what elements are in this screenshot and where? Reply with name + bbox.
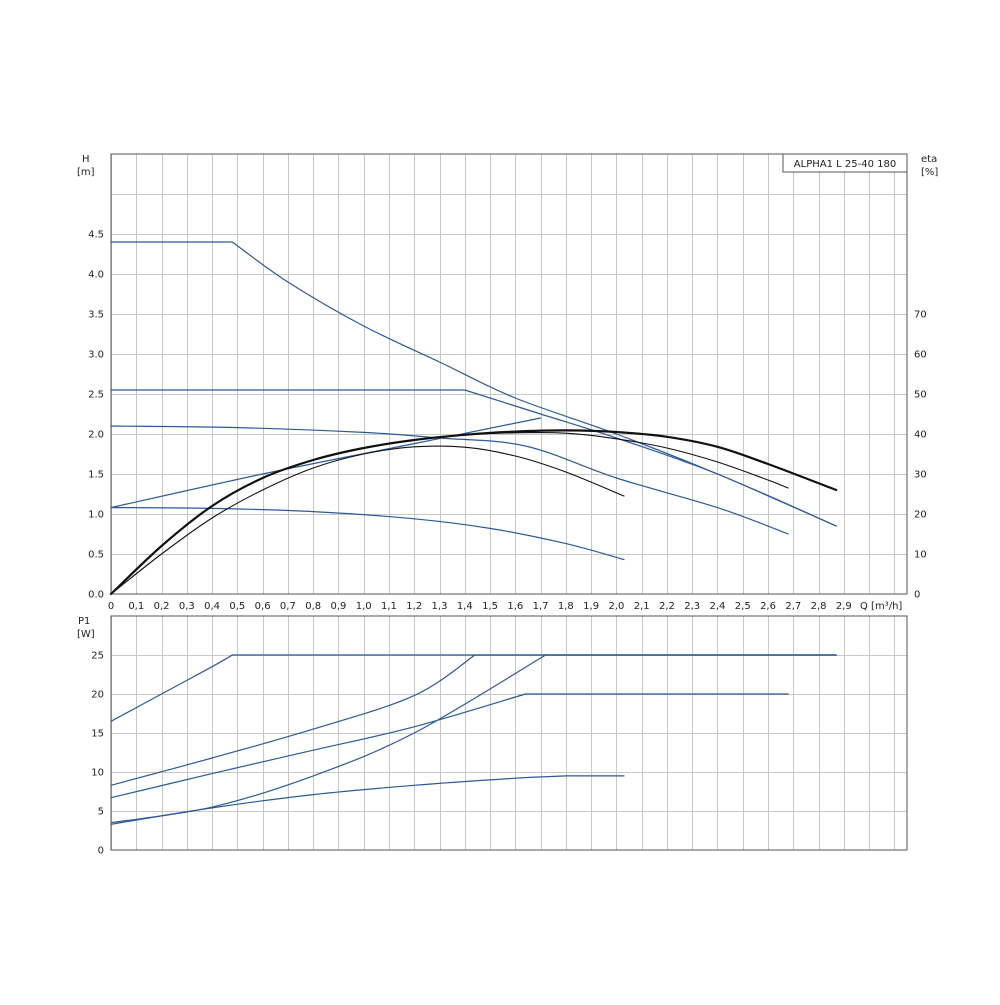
x-tick-label: 1,0 <box>356 601 372 612</box>
efficiency-curve <box>110 431 789 595</box>
x-tick-label: 2,8 <box>811 601 827 612</box>
power-curve <box>110 693 789 799</box>
x-tick-label: 2,0 <box>608 601 624 612</box>
power-curve <box>110 654 837 824</box>
head-curve <box>110 417 542 509</box>
x-tick-label: 2,3 <box>684 601 700 612</box>
x-tick-label: 1,9 <box>583 601 599 612</box>
y-tick-label: 1.5 <box>88 470 104 481</box>
top-y2-tick-labels: 0 10 20 30 40 50 60 70 <box>914 310 927 601</box>
x-tick-label: 2,7 <box>785 601 801 612</box>
y2-tick-label: 10 <box>914 550 927 561</box>
y2-tick-label: 60 <box>914 350 927 361</box>
x-tick-label: 1,1 <box>381 601 397 612</box>
x-tick-label: 0,1 <box>128 601 144 612</box>
y-tick-label: 3.5 <box>88 310 104 321</box>
efficiency-curve <box>109 429 838 596</box>
p1-tick-label: 20 <box>91 690 104 701</box>
x-tick-label: 0,2 <box>154 601 170 612</box>
p1-tick-label: 5 <box>98 807 104 818</box>
y-tick-label: 0.5 <box>88 550 104 561</box>
p1-tick-label: 0 <box>98 846 104 857</box>
top-y-tick-labels: 0.0 0.5 1.0 1.5 2.0 2.5 3.0 3.5 4.0 4.5 <box>88 230 104 601</box>
power-curve <box>110 654 837 786</box>
x-tick-label: 0,5 <box>229 601 245 612</box>
p1-tick-label: 10 <box>91 768 104 779</box>
y2-tick-label: 40 <box>914 430 927 441</box>
y-tick-label: 4.0 <box>88 270 104 281</box>
y2-tick-label: 50 <box>914 390 927 401</box>
bottom-y-tick-labels: 0 5 10 15 20 25 <box>91 651 104 857</box>
p1-tick-label: 25 <box>91 651 104 662</box>
x-tick-label: 0,8 <box>305 601 321 612</box>
head-curve <box>110 389 837 527</box>
x-tick-label: 1,7 <box>533 601 549 612</box>
x-tick-label: 0 <box>108 601 114 612</box>
y-axis-label-p1: P1 <box>78 616 90 627</box>
x-tick-label: 1,8 <box>558 601 574 612</box>
x-tick-label: 1,4 <box>457 601 473 612</box>
y2-tick-label: 30 <box>914 470 927 481</box>
y-tick-label: 1.0 <box>88 510 104 521</box>
y-tick-label: 2.0 <box>88 430 104 441</box>
bottom-plot-grid <box>111 616 907 850</box>
model-label-box <box>782 153 908 173</box>
model-label: ALPHA1 L 25-40 180 <box>794 159 896 170</box>
y-axis-unit-h: [m] <box>77 167 95 178</box>
y-tick-label: 3.0 <box>88 350 104 361</box>
x-tick-label: 1,5 <box>482 601 498 612</box>
y-tick-label: 2.5 <box>88 390 104 401</box>
top-plot-series <box>109 241 838 596</box>
y2-axis-label-eta: eta <box>921 154 937 165</box>
x-tick-label: 0,7 <box>280 601 296 612</box>
y2-axis-unit-eta: [%] <box>921 167 938 178</box>
x-tick-label: 2,2 <box>659 601 675 612</box>
efficiency-curve <box>110 445 625 595</box>
x-tick-label: 2,4 <box>710 601 726 612</box>
y2-tick-label: 0 <box>914 590 920 601</box>
y-axis-label-h: H <box>82 154 90 165</box>
x-tick-label: 0,3 <box>179 601 195 612</box>
head-curve <box>110 425 789 535</box>
y2-tick-label: 20 <box>914 510 927 521</box>
x-axis-label-q: Q [m³/h] <box>860 601 902 612</box>
y-axis-unit-p1: [W] <box>77 629 95 640</box>
y-tick-label: 0.0 <box>88 590 104 601</box>
x-tick-label: 1,6 <box>507 601 523 612</box>
x-tick-label: 0,6 <box>255 601 271 612</box>
x-tick-label: 2,6 <box>760 601 776 612</box>
x-tick-label: 0,9 <box>330 601 346 612</box>
bottom-plot-frame <box>110 615 908 851</box>
x-tick-label: 1,3 <box>432 601 448 612</box>
y-tick-label: 4.5 <box>88 230 104 241</box>
top-plot-frame <box>110 153 908 595</box>
x-tick-label: 2,5 <box>735 601 751 612</box>
x-tick-label: 1,2 <box>406 601 422 612</box>
top-plot-grid <box>111 154 907 594</box>
p1-tick-label: 15 <box>91 729 104 740</box>
power-curve <box>110 654 837 722</box>
top-x-tick-labels: 0 0,1 0,2 0,3 0,4 0,5 0,6 0,7 0,8 0,9 1,0 1,1 1,2 1,3… <box>108 601 852 612</box>
power-curve <box>110 775 625 825</box>
y2-tick-label: 70 <box>914 310 927 321</box>
bottom-plot-series <box>110 654 837 825</box>
x-tick-label: 2,9 <box>836 601 852 612</box>
x-tick-label: 0,4 <box>204 601 220 612</box>
x-tick-label: 2,1 <box>634 601 650 612</box>
